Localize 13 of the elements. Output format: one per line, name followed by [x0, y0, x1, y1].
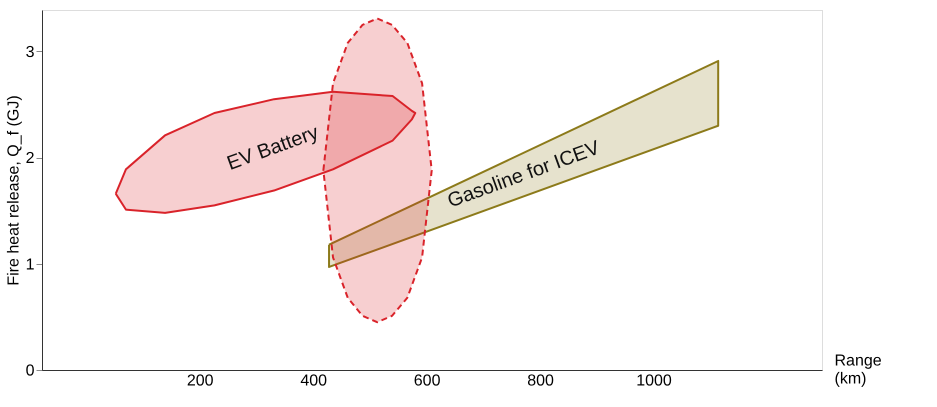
series-label: EV Battery — [224, 121, 322, 175]
x-tick-label: 1000 — [636, 372, 672, 390]
y-axis-title: Fire heat release, Q_f (GJ) — [6, 95, 23, 286]
series-label: Gasoline for ICEV — [444, 136, 604, 212]
y-tick-label: 0 — [26, 362, 35, 380]
x-tick-label: 800 — [527, 372, 554, 390]
x-tick-label: 400 — [300, 372, 328, 390]
y-tick-label: 3 — [26, 44, 35, 61]
x-axis-title: Range (km) — [834, 352, 882, 388]
y-tick-label: 1 — [26, 256, 35, 274]
y-tick-label: 2 — [26, 150, 35, 168]
x-tick-label: 200 — [186, 372, 214, 390]
x-tick-label: 600 — [414, 372, 441, 390]
